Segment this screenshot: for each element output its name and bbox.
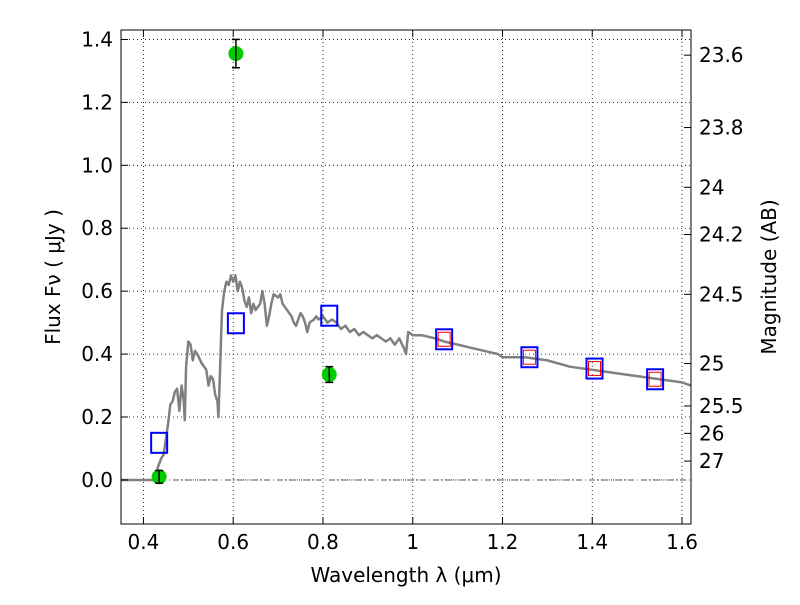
- model-flux-box: [585, 357, 604, 380]
- magnitude-tick-label: 25.5: [699, 394, 744, 418]
- sed-curve: [121, 274, 692, 482]
- plot-frame: [120, 29, 692, 525]
- magnitude-tick-label: 24.5: [699, 282, 744, 306]
- magnitude-tick-label: 23.6: [699, 43, 744, 67]
- y-tick-label: 0.0: [81, 468, 113, 492]
- model-flux-box: [320, 304, 339, 327]
- y-tick-label: 1.4: [81, 27, 113, 51]
- magnitude-tick-label: 25: [699, 352, 724, 376]
- y-tick-label: 0.6: [81, 279, 113, 303]
- y-tick-label: 0.4: [81, 342, 113, 366]
- x-tick-label: 1.6: [666, 530, 698, 554]
- magnitude-tick-label: 24: [699, 175, 724, 199]
- model-flux-box: [520, 346, 539, 369]
- y-tick-label: 1.2: [81, 90, 113, 114]
- observed-point-layer: [151, 38, 337, 485]
- model-box-layer: [150, 304, 665, 454]
- y-axis-label: Flux Fν ( μJy ): [41, 209, 65, 345]
- magnitude-tick-label: 26: [699, 421, 724, 445]
- model-flux-inner: [588, 361, 602, 377]
- magnitude-tick-label: 24.2: [699, 223, 744, 247]
- model-flux-inner: [648, 371, 662, 387]
- x-tick-label: 0.6: [217, 530, 249, 554]
- x-tick-label: 0.4: [128, 530, 160, 554]
- magnitude-tick-label: 27: [699, 449, 724, 473]
- model-flux-inner: [522, 349, 536, 365]
- y-tick-label: 0.8: [81, 216, 113, 240]
- y-tick-label: 0.2: [81, 405, 113, 429]
- magnitude-tick-label: 23.8: [699, 116, 744, 140]
- x-tick-label: 1.2: [487, 530, 519, 554]
- x-tick-label: 1: [406, 530, 419, 554]
- model-flux-box: [646, 368, 665, 391]
- tick-label-layer: 0.4 0.6 0.8 1 1.2 1.4 1.6 0.0 0.2 0.4 0.6 0.8 1.0 1.2…: [81, 27, 743, 554]
- x-tick-label: 0.8: [307, 530, 339, 554]
- model-flux-box: [226, 312, 245, 335]
- sed-curve-layer: [121, 274, 692, 482]
- tick-layer: [121, 30, 691, 524]
- x-axis-label: Wavelength λ (μm): [310, 563, 501, 587]
- x-tick-label: 1.4: [576, 530, 608, 554]
- model-flux-box: [150, 431, 169, 454]
- model-flux-box: [435, 328, 454, 351]
- y-tick-label: 1.0: [81, 153, 113, 177]
- grid-layer: [121, 30, 691, 524]
- y2-axis-label: Magnitude (AB): [757, 199, 781, 354]
- model-flux-inner: [437, 331, 451, 347]
